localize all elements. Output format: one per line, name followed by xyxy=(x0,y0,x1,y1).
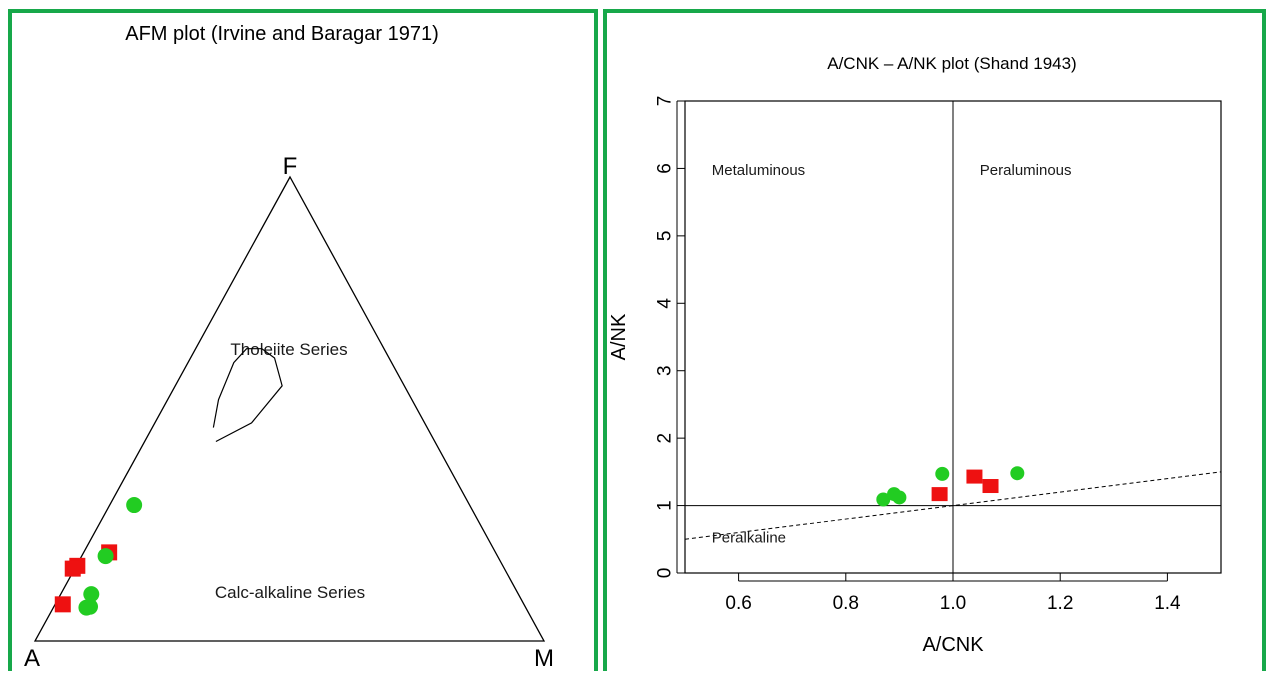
data-point-circle xyxy=(83,586,100,603)
x-axis-ticks: 0.6 0.8 1.0 1.2 1.4 xyxy=(725,573,1181,614)
x-tick-label: 1.4 xyxy=(1154,593,1181,614)
x-tick-label: 1.2 xyxy=(1047,593,1073,614)
afm-chart-title: AFM plot (Irvine and Baragar 1971) xyxy=(125,23,439,45)
y-tick-label: 3 xyxy=(655,365,676,376)
calc-alkaline-series-label: Calc-alkaline Series xyxy=(215,583,365,602)
data-point-circle xyxy=(935,466,950,481)
y-axis-label: A/NK xyxy=(608,313,630,360)
data-point-circle xyxy=(876,492,891,507)
data-point-circle xyxy=(97,548,114,565)
shand-chart-title: A/CNK – A/NK plot (Shand 1943) xyxy=(827,54,1076,73)
y-axis-ticks: 0 1 2 3 4 5 6 7 xyxy=(655,96,685,579)
tholeiite-series-label: Tholeiite Series xyxy=(230,340,347,359)
data-point-square xyxy=(64,560,81,577)
x-tick-label: 1.0 xyxy=(940,593,966,614)
data-point-circle xyxy=(1010,466,1025,481)
data-point-circle xyxy=(126,497,143,514)
afm-data-points xyxy=(54,497,143,616)
x-axis-label: A/CNK xyxy=(922,634,984,656)
data-point-circle xyxy=(892,490,907,505)
x-tick-label: 0.6 xyxy=(725,593,751,614)
afm-ternary-chart: AFM plot (Irvine and Baragar 1971) F A M… xyxy=(24,23,554,672)
vertex-label-a: A xyxy=(24,645,40,672)
data-point-square xyxy=(54,596,71,613)
data-point-square xyxy=(931,487,948,502)
y-tick-label: 7 xyxy=(655,96,676,107)
x-tick-label: 0.8 xyxy=(833,593,859,614)
vertex-label-f: F xyxy=(283,153,298,180)
y-tick-label: 1 xyxy=(655,500,676,511)
field-labels: Metaluminous Peraluminous Peralkaline xyxy=(712,162,1072,546)
y-tick-label: 5 xyxy=(655,231,676,242)
y-tick-label: 6 xyxy=(655,163,676,174)
data-point-square xyxy=(982,479,999,494)
peralkaline-label: Peralkaline xyxy=(712,530,786,547)
data-point-square xyxy=(966,469,983,484)
y-tick-label: 4 xyxy=(655,298,676,309)
peraluminous-label: Peraluminous xyxy=(980,162,1072,179)
acnk-ank-chart: A/CNK – A/NK plot (Shand 1943) Metalumin… xyxy=(608,54,1222,656)
data-point-circle xyxy=(82,598,99,615)
shand-plot-panel: A/CNK – A/NK plot (Shand 1943) Metalumin… xyxy=(603,9,1266,671)
reference-lines xyxy=(684,101,1222,573)
shand-data-points xyxy=(876,466,1025,507)
ternary-triangle xyxy=(33,175,546,642)
metaluminous-label: Metaluminous xyxy=(712,162,805,179)
afm-plot-panel: AFM plot (Irvine and Baragar 1971) F A M… xyxy=(8,9,598,672)
y-tick-label: 0 xyxy=(655,568,676,579)
tholeiite-calcalkaline-boundary xyxy=(212,348,283,443)
vertex-label-m: M xyxy=(534,645,554,672)
y-tick-label: 2 xyxy=(655,433,676,444)
peralkaline-boundary-dashed xyxy=(684,471,1222,540)
